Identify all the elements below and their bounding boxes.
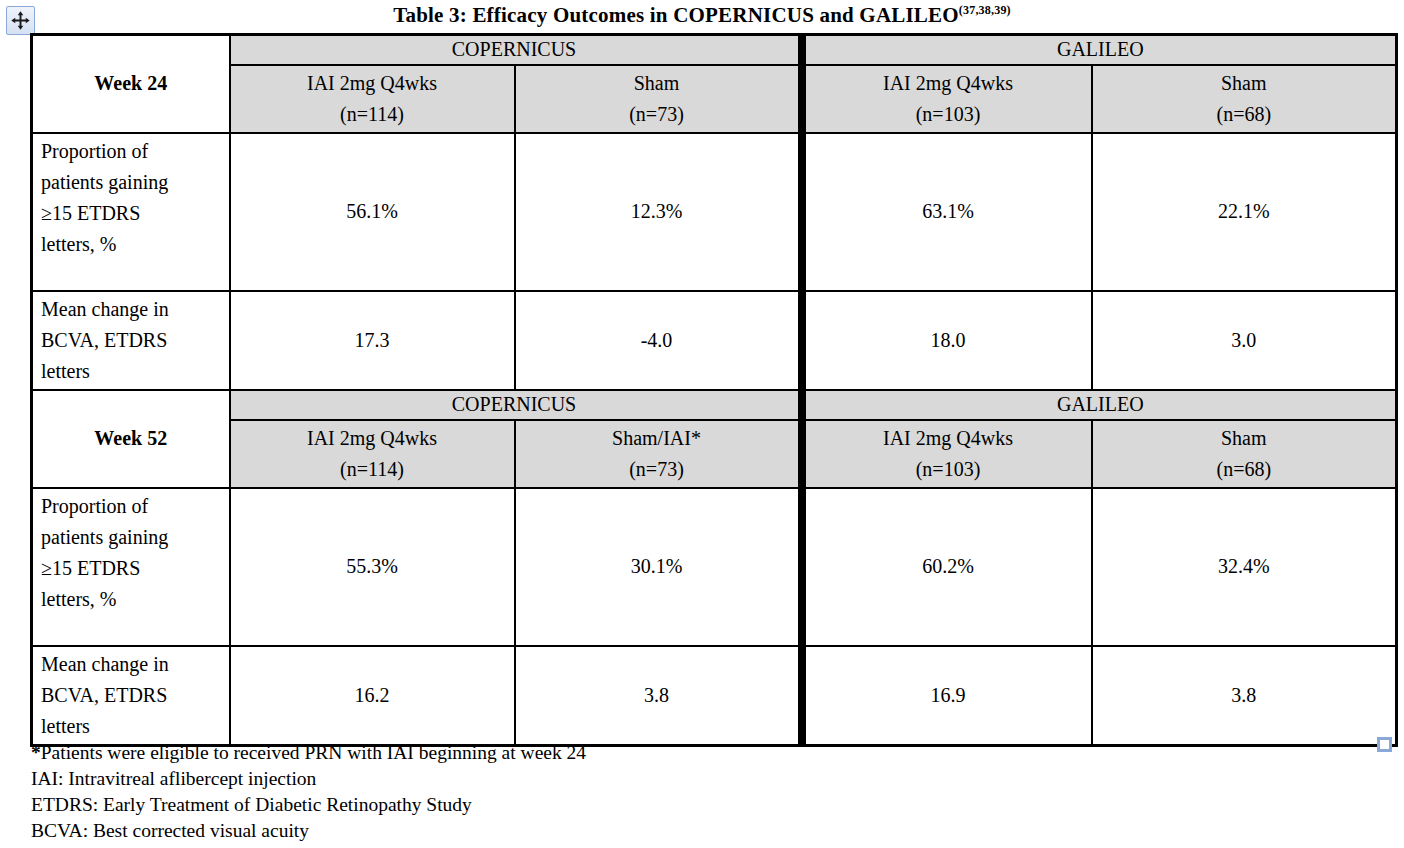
arm-n: (n=114): [231, 99, 514, 130]
footnote-text: Patients were eligible to received PRN w…: [41, 742, 586, 763]
study-header-galileo-wk24: GALILEO: [802, 35, 1397, 65]
arm-n: (n=114): [231, 454, 514, 485]
arm-header-gal-iai-wk24: IAI 2mg Q4wks (n=103): [802, 65, 1092, 133]
value-cell: 30.1%: [515, 488, 802, 646]
arm-header-gal-iai-wk52: IAI 2mg Q4wks (n=103): [802, 420, 1092, 488]
arm-name: Sham/IAI*: [516, 423, 798, 454]
value-cell: 3.0: [1092, 291, 1397, 390]
arm-n: (n=73): [516, 99, 798, 130]
footnote-text: IAI: Intravitreal aflibercept injection: [31, 768, 316, 789]
arm-header-cop-iai-wk52: IAI 2mg Q4wks (n=114): [230, 420, 515, 488]
arm-n: (n=68): [1093, 454, 1396, 485]
row-label-proportion-wk52: Proportion of patients gaining ≥15 ETDRS…: [32, 488, 230, 646]
table-title: Table 3: Efficacy Outcomes in COPERNICUS…: [0, 3, 1404, 28]
row-label-mean-change-wk52: Mean change in BCVA, ETDRS letters: [32, 646, 230, 746]
value-cell: 12.3%: [515, 133, 802, 291]
arm-header-cop-sham-wk24: Sham (n=73): [515, 65, 802, 133]
arm-n: (n=73): [516, 454, 798, 485]
table-row: Week 52 COPERNICUS GALILEO: [32, 390, 1397, 420]
table-row: IAI 2mg Q4wks (n=114) Sham/IAI* (n=73) I…: [32, 420, 1397, 488]
footnote-line: IAI: Intravitreal aflibercept injection: [31, 766, 586, 792]
table-title-citation: (37,38,39): [959, 3, 1011, 17]
week-52-label: Week 52: [32, 390, 230, 488]
value-cell: 63.1%: [802, 133, 1092, 291]
value-cell: 16.9: [802, 646, 1092, 746]
row-label-proportion-wk24: Proportion of patients gaining ≥15 ETDRS…: [32, 133, 230, 291]
value-cell: 16.2: [230, 646, 515, 746]
arm-name: IAI 2mg Q4wks: [231, 68, 514, 99]
arm-name: Sham: [1093, 68, 1396, 99]
study-header-copernicus-wk52: COPERNICUS: [230, 390, 802, 420]
footnote-text: BCVA: Best corrected visual acuity: [31, 820, 309, 841]
arm-n: (n=68): [1093, 99, 1396, 130]
value-cell: 22.1%: [1092, 133, 1397, 291]
arm-n: (n=103): [806, 454, 1091, 485]
study-header-galileo-wk52: GALILEO: [802, 390, 1397, 420]
footnote-line: *Patients were eligible to received PRN …: [31, 740, 586, 766]
table-row: Proportion of patients gaining ≥15 ETDRS…: [32, 133, 1397, 291]
arm-name: IAI 2mg Q4wks: [806, 68, 1091, 99]
arm-header-gal-sham-wk52: Sham (n=68): [1092, 420, 1397, 488]
arm-name: Sham: [516, 68, 798, 99]
value-cell: 18.0: [802, 291, 1092, 390]
value-cell: 17.3: [230, 291, 515, 390]
footnote-text: ETDRS: Early Treatment of Diabetic Retin…: [31, 794, 472, 815]
value-cell: 55.3%: [230, 488, 515, 646]
value-cell: 56.1%: [230, 133, 515, 291]
footnote-marker: *: [31, 742, 41, 763]
footnote-line: BCVA: Best corrected visual acuity: [31, 818, 586, 844]
table-row: Week 24 COPERNICUS GALILEO: [32, 35, 1397, 65]
arm-header-gal-sham-wk24: Sham (n=68): [1092, 65, 1397, 133]
value-cell: 60.2%: [802, 488, 1092, 646]
arm-name: IAI 2mg Q4wks: [806, 423, 1091, 454]
arm-name: Sham: [1093, 423, 1396, 454]
table-row: Proportion of patients gaining ≥15 ETDRS…: [32, 488, 1397, 646]
arm-header-cop-sham-iai-wk52: Sham/IAI* (n=73): [515, 420, 802, 488]
table-resize-handle[interactable]: [1377, 737, 1392, 752]
value-cell: 3.8: [1092, 646, 1397, 746]
footnote-line: ETDRS: Early Treatment of Diabetic Retin…: [31, 792, 586, 818]
table-row: Mean change in BCVA, ETDRS letters 16.2 …: [32, 646, 1397, 746]
week-24-label: Week 24: [32, 35, 230, 133]
table-row: IAI 2mg Q4wks (n=114) Sham (n=73) IAI 2m…: [32, 65, 1397, 133]
footnotes: *Patients were eligible to received PRN …: [31, 740, 586, 844]
arm-header-cop-iai-wk24: IAI 2mg Q4wks (n=114): [230, 65, 515, 133]
value-cell: -4.0: [515, 291, 802, 390]
row-label-mean-change-wk24: Mean change in BCVA, ETDRS letters: [32, 291, 230, 390]
table-title-text: Table 3: Efficacy Outcomes in COPERNICUS…: [393, 3, 959, 27]
efficacy-outcomes-table: Week 24 COPERNICUS GALILEO IAI 2mg Q4wks…: [30, 33, 1398, 747]
arm-name: IAI 2mg Q4wks: [231, 423, 514, 454]
value-cell: 3.8: [515, 646, 802, 746]
arm-n: (n=103): [806, 99, 1091, 130]
table-row: Mean change in BCVA, ETDRS letters 17.3 …: [32, 291, 1397, 390]
value-cell: 32.4%: [1092, 488, 1397, 646]
study-header-copernicus-wk24: COPERNICUS: [230, 35, 802, 65]
